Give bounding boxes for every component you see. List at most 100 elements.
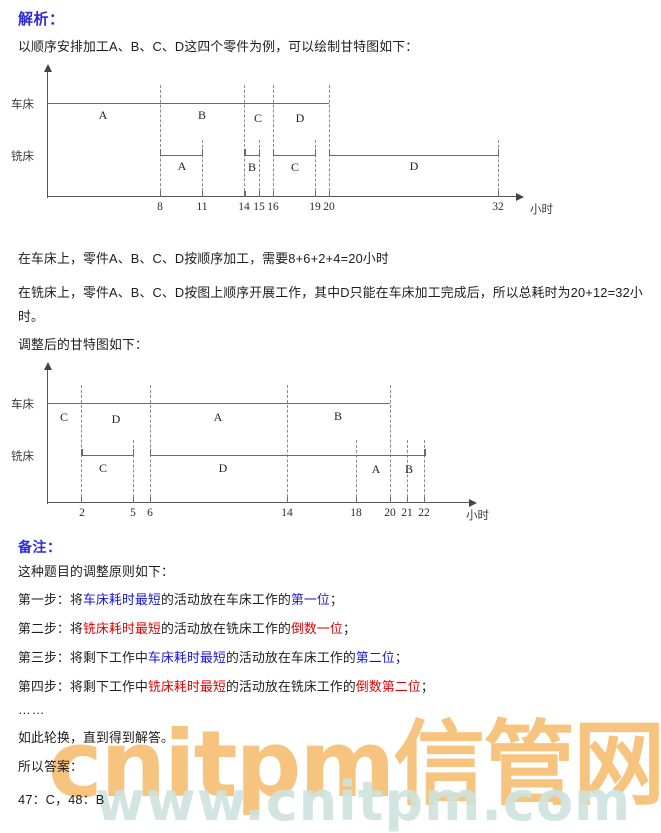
step-1-mid: 的活动放在车床工作的 [160, 592, 291, 607]
step-3-prefix: 第三步：将剩下工作中 [18, 650, 148, 665]
chart1-gridline-15 [258, 140, 260, 196]
step-3-suffix: ； [394, 650, 408, 665]
step-2: 第二步：将铣床耗时最短的活动放在铣床工作的倒数一位； [18, 619, 356, 639]
chart1-x-axis-arrow-icon [516, 192, 524, 201]
chart2-x-axis-unit: 小时 [466, 510, 489, 522]
chart1-gridline-16 [272, 85, 274, 196]
chart2-row-label-mill: 铣床 [11, 451, 34, 463]
chart1-ticklabel-32: 32 [492, 201, 504, 213]
chart1-label-mill-D: D [409, 159, 419, 173]
chart1-bar-mill-C [273, 155, 315, 157]
step-4-prefix: 第四步：将剩下工作中 [18, 679, 148, 694]
remark-heading: 备注： [18, 539, 62, 555]
chart1-tick-11 [202, 191, 204, 197]
step-4-highlight-1: 铣床耗时最短 [147, 679, 226, 694]
chart1-label-lathe-A: A [98, 108, 108, 122]
mill-note-paragraph: 在铣床上，零件A、B、C、D按图上顺序开展工作，其中D只能在车床加工完成后，所以… [18, 285, 643, 325]
chart2-bar-mill-DAB [150, 455, 424, 457]
rotate-note: 如此轮换，直到得到解答。 [18, 730, 174, 745]
chart2-label-lathe-D: D [111, 412, 121, 426]
step-4: 第四步：将剩下工作中铣床耗时最短的活动放在铣床工作的倒数第二位； [18, 677, 434, 697]
chart2-gridline-6 [149, 385, 151, 502]
step-4-highlight-2: 倒数第二位 [355, 679, 421, 694]
chart2-tick-6 [149, 497, 152, 503]
chart2-bar-lathe [47, 403, 390, 405]
chart1-label-mill-A: A [177, 159, 187, 173]
step-2-highlight-1: 铣床耗时最短 [82, 621, 161, 636]
chart2-label-mill-B: B [404, 462, 413, 476]
ellipsis-line: …… [18, 702, 46, 717]
chart2-tick-14 [287, 497, 289, 503]
chart1-gridline-14 [244, 85, 246, 196]
chart1-cap-mill-C-start [272, 149, 274, 156]
chart1-row-label-mill: 铣床 [11, 151, 34, 163]
chart2-gridline-14 [287, 385, 289, 502]
step-3-mid: 的活动放在车床工作的 [225, 650, 356, 665]
chart2-gridline-2 [81, 385, 83, 502]
chart2-gridline-5 [132, 440, 134, 502]
chart2-label-mill-C: C [98, 461, 107, 475]
chart2-ticklabel-2: 2 [79, 507, 85, 519]
chart1-gridline-8 [159, 85, 161, 196]
chart2-ticklabel-6: 6 [147, 507, 153, 519]
chart1-ticklabel-19: 19 [309, 201, 321, 213]
chart1-cap-mill-D-start [329, 149, 331, 156]
chart1-label-lathe-D: D [295, 111, 305, 125]
chart1-x-axis [47, 196, 517, 198]
chart1-label-lathe-C: C [253, 111, 262, 125]
chart2-tick-22 [424, 497, 426, 503]
chart2-x-axis [47, 502, 470, 504]
chart1-cap-mill-A-end [202, 149, 204, 156]
chart2-label-lathe-B: B [333, 409, 342, 423]
chart2-label-mill-A: A [371, 462, 381, 476]
step-1-suffix: ； [329, 592, 343, 607]
chart2-tick-5 [132, 497, 134, 503]
step-2-mid: 的活动放在铣床工作的 [160, 621, 291, 636]
chart2-row-label-lathe: 车床 [11, 399, 34, 411]
chart1-ticklabel-15: 15 [253, 201, 265, 213]
chart1-bar-mill-A [160, 155, 203, 157]
answer-caption: 所以答案： [18, 759, 83, 774]
step-3-highlight-1: 车床耗时最短 [147, 650, 226, 665]
step-2-prefix: 第二步：将 [18, 621, 83, 636]
chart1-bar-mill-D [329, 155, 498, 157]
chart2-ticklabel-5: 5 [130, 507, 136, 519]
chart1-tick-15 [258, 191, 260, 197]
chart1-tick-14 [244, 191, 246, 197]
step-1-prefix: 第一步：将 [18, 592, 83, 607]
chart1-label-lathe-B: B [197, 108, 206, 122]
remark-intro: 这种题目的调整原则如下： [18, 564, 174, 579]
chart1-cap-mill-B-end [258, 149, 260, 156]
chart1-x-axis-unit: 小时 [530, 204, 553, 216]
step-3-highlight-2: 第二位 [355, 650, 395, 665]
chart2-tick-21 [407, 497, 409, 503]
chart1-cap-mill-B-start [244, 149, 246, 156]
chart2-y-axis [47, 370, 49, 504]
chart-original: 车床 铣床 A B C D A B [0, 0, 661, 230]
step-2-highlight-2: 倒数一位 [290, 621, 343, 636]
analysis-heading: 解析： [18, 11, 65, 28]
chart1-bar-lathe [47, 103, 329, 105]
chart2-cap-mill-C-start [81, 449, 83, 456]
chart2-gridline-21 [407, 440, 409, 502]
chart2-ticklabel-14: 14 [281, 507, 293, 519]
chart1-ticklabel-11: 11 [196, 201, 208, 213]
step-1: 第一步：将车床耗时最短的活动放在车床工作的第一位； [18, 590, 343, 610]
chart2-tick-2 [81, 497, 83, 503]
step-4-mid: 的活动放在铣床工作的 [225, 679, 356, 694]
step-1-highlight-2: 第一位 [290, 592, 330, 607]
chart1-ticklabel-16: 16 [267, 201, 279, 213]
chart2-ticklabel-21: 21 [401, 507, 413, 519]
chart1-ticklabel-14: 14 [238, 201, 250, 213]
step-3: 第三步：将剩下工作中车床耗时最短的活动放在车床工作的第二位； [18, 648, 408, 668]
chart2-ticklabel-22: 22 [418, 507, 430, 519]
chart2-cap-mill-C-end [132, 449, 135, 456]
chart1-cap-mill-A-start [160, 149, 162, 156]
chart2-cap-mill-D-start [149, 449, 152, 456]
chart1-tick-16 [272, 191, 274, 197]
chart1-row-label-lathe: 车床 [11, 99, 34, 111]
chart1-bar-mill-B [245, 155, 259, 157]
chart2-y-axis-arrow-icon [43, 362, 52, 370]
chart1-gridline-19 [314, 140, 316, 196]
chart1-tick-8 [159, 191, 161, 197]
